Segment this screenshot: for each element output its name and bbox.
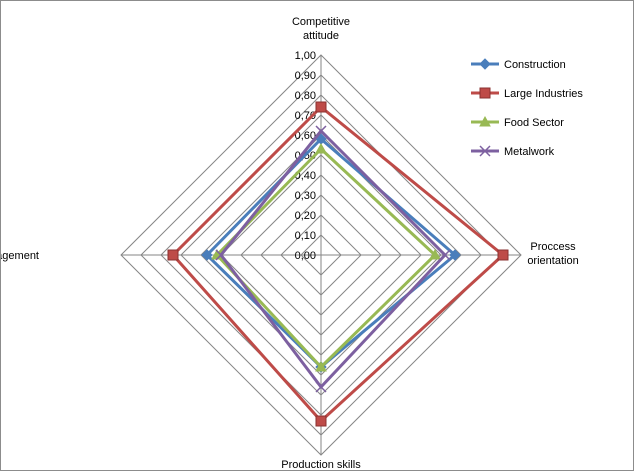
tick-label: 0,20 xyxy=(295,210,316,222)
data-point xyxy=(315,125,327,137)
tick-label: 0,00 xyxy=(295,250,316,262)
data-point xyxy=(315,142,327,154)
legend-item: Construction xyxy=(471,58,566,71)
series-0 xyxy=(201,133,461,373)
data-point xyxy=(497,249,509,261)
legend: Construction Large Industries Food Sector M… xyxy=(471,58,583,158)
data-point xyxy=(215,249,227,261)
tick-label: 0,40 xyxy=(295,170,316,182)
data-point xyxy=(439,249,451,261)
legend-label: Metalwork xyxy=(504,146,555,158)
tick-label: 0,90 xyxy=(295,70,316,82)
legend-label: Food Sector xyxy=(504,117,564,129)
series-3 xyxy=(215,125,451,393)
tick-label: 0,10 xyxy=(295,230,316,242)
data-point xyxy=(315,360,327,372)
axis-label: Proccess orientation xyxy=(527,241,578,267)
series-group xyxy=(167,101,509,427)
data-point xyxy=(315,381,327,393)
legend-item: Metalwork xyxy=(471,145,555,158)
tick-label: 1,00 xyxy=(295,50,316,62)
legend-marker xyxy=(479,87,491,99)
axis-label: Competitive attitude xyxy=(292,16,350,42)
legend-label: Construction xyxy=(504,59,566,71)
tick-label: 0,30 xyxy=(295,190,316,202)
legend-marker xyxy=(479,115,491,127)
data-point xyxy=(315,415,327,427)
axis-label: Production skills xyxy=(281,459,361,470)
data-point xyxy=(167,249,179,261)
legend-marker xyxy=(479,145,491,157)
data-point xyxy=(315,101,327,113)
data-point xyxy=(429,248,441,260)
data-point xyxy=(449,249,461,261)
legend-label: Large Industries xyxy=(504,88,583,100)
legend-item: Large Industries xyxy=(471,87,583,100)
legend-marker xyxy=(479,58,491,70)
tick-label: 0,80 xyxy=(295,90,316,102)
radar-grid xyxy=(120,54,522,456)
tick-labels: 0,000,100,200,300,400,500,600,700,800,90… xyxy=(295,50,316,262)
series-1 xyxy=(167,101,509,427)
legend-item: Food Sector xyxy=(471,115,564,129)
data-point xyxy=(201,249,213,261)
axis-label: Cost management xyxy=(1,250,39,262)
axis-labels: Competitive attitude Proccess orientation Pr… xyxy=(0,16,579,471)
tick-label: 0,60 xyxy=(295,130,316,142)
